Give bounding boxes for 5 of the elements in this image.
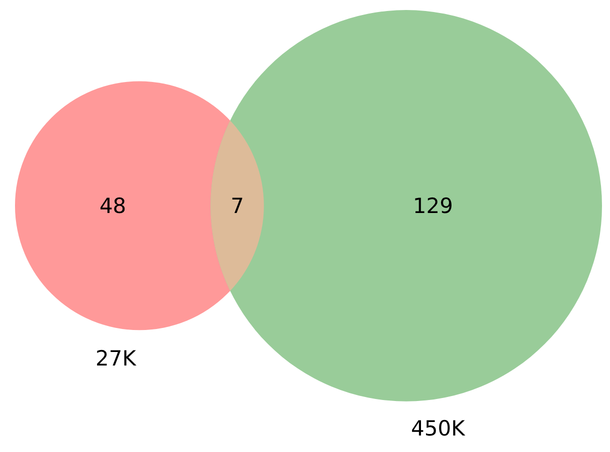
data-label: 48 bbox=[99, 194, 126, 218]
data-label: 129 bbox=[412, 194, 453, 218]
text: 27K bbox=[96, 346, 138, 370]
data-label: 7 bbox=[230, 194, 244, 218]
text: 450K bbox=[411, 416, 466, 441]
